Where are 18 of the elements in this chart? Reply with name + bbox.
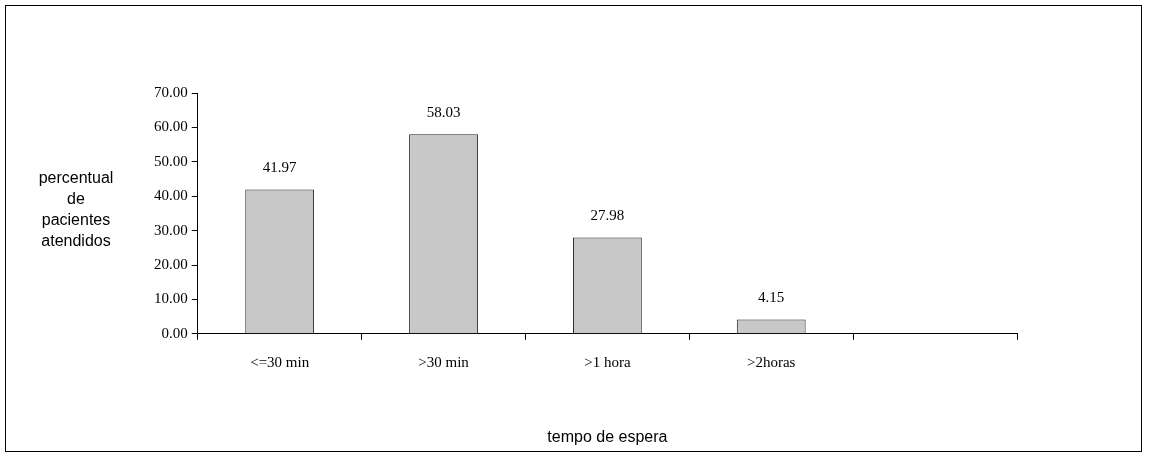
y-tick-label: 40.00 <box>154 187 188 204</box>
x-tick-label: >30 min <box>418 353 470 370</box>
x-tick-label: <=30 min <box>250 353 310 370</box>
data-label: 27.98 <box>590 206 625 223</box>
x-tick-label: >2horas <box>747 353 796 370</box>
x-tick-label: >1 hora <box>584 353 631 370</box>
y-tick-label: 70.00 <box>154 83 188 100</box>
y-axis-title: percentual de pacientes atendidos <box>38 168 114 249</box>
y-tick-label: 30.00 <box>154 221 188 238</box>
data-label: 58.03 <box>426 103 461 120</box>
y-tick-label: 60.00 <box>154 118 188 135</box>
x-axis-title: tempo de espera <box>547 427 668 445</box>
y-tick-label: 50.00 <box>154 152 188 169</box>
y-tick-label: 0.00 <box>161 324 188 341</box>
y-tick-label: 20.00 <box>154 255 188 272</box>
y-tick-label: 10.00 <box>154 290 188 307</box>
data-label: 4.15 <box>758 288 785 305</box>
data-label: 41.97 <box>262 158 298 175</box>
